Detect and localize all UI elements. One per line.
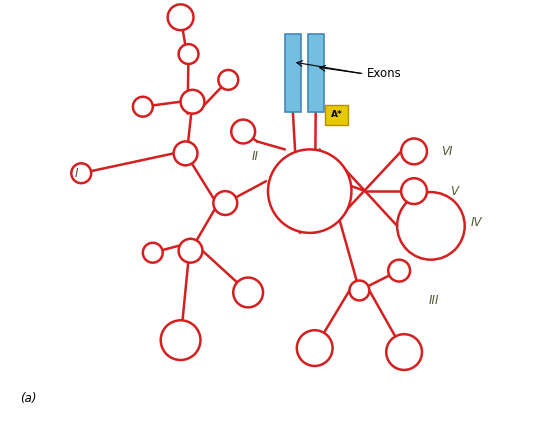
Circle shape	[219, 70, 238, 90]
Circle shape	[161, 320, 200, 360]
Text: (a): (a)	[20, 392, 36, 405]
Circle shape	[401, 178, 427, 204]
Circle shape	[231, 120, 255, 144]
Text: Exons: Exons	[367, 67, 402, 80]
Circle shape	[350, 280, 369, 301]
Text: 3': 3'	[310, 42, 321, 55]
FancyBboxPatch shape	[325, 105, 349, 125]
Text: V: V	[450, 185, 458, 197]
Circle shape	[268, 149, 351, 233]
Circle shape	[233, 277, 263, 307]
Bar	[308, 34, 324, 112]
Text: I: I	[75, 167, 78, 180]
Circle shape	[180, 90, 205, 114]
Text: III: III	[429, 294, 439, 307]
Circle shape	[401, 139, 427, 164]
Circle shape	[297, 330, 332, 366]
Circle shape	[168, 4, 193, 30]
Circle shape	[386, 334, 422, 370]
Circle shape	[388, 260, 410, 282]
Circle shape	[71, 163, 91, 183]
Text: IV: IV	[471, 216, 482, 229]
Text: VI: VI	[441, 145, 453, 158]
Circle shape	[397, 192, 465, 260]
Circle shape	[213, 191, 237, 215]
Text: A*: A*	[331, 110, 343, 119]
Circle shape	[179, 44, 199, 64]
Text: 5': 5'	[287, 42, 298, 55]
Bar	[285, 34, 301, 112]
Text: II: II	[252, 150, 259, 163]
Circle shape	[133, 97, 153, 117]
Circle shape	[143, 243, 163, 263]
Circle shape	[173, 141, 198, 165]
Circle shape	[179, 239, 202, 263]
